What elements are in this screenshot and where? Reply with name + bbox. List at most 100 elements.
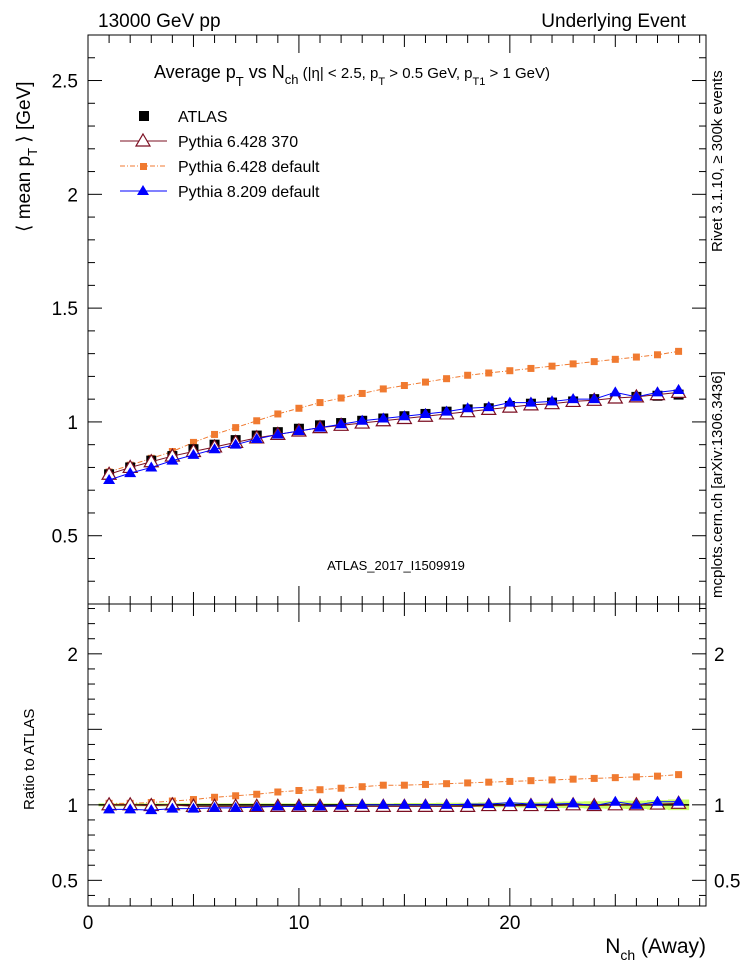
- ratio-plot-frame: [87, 603, 707, 907]
- legend-label-pythia6-default: Pythia 6.428 default: [178, 159, 320, 176]
- point-pythia-6-428-default: [358, 783, 366, 791]
- legend-label-pythia6-370: Pythia 6.428 370: [178, 134, 298, 151]
- point-pythia-6-428-default: [232, 792, 240, 800]
- point-pythia-6-428-default: [274, 788, 282, 796]
- point-pythia-8-209-default: [292, 800, 305, 811]
- point-pythia-8-209-default: [377, 412, 390, 423]
- main-series-group: [101, 347, 687, 484]
- point-pythia-6-428-default: [337, 784, 345, 792]
- ratio-y-tick-label-right: 0.5: [714, 871, 740, 892]
- point-pythia-8-209-default: [630, 390, 643, 401]
- point-pythia-8-209-default: [124, 467, 137, 478]
- point-pythia-6-428-default: [675, 347, 683, 355]
- point-pythia-6-428-default: [675, 771, 683, 779]
- ratio-y-tick-label-right: 2: [714, 645, 725, 666]
- point-pythia-6-428-default: [590, 358, 598, 366]
- point-pythia-8-209-default: [271, 800, 284, 811]
- point-pythia-8-209-default: [524, 396, 537, 407]
- point-pythia-6-428-default: [464, 779, 472, 787]
- point-pythia-6-428-default: [253, 790, 261, 798]
- point-pythia-8-209-default: [187, 448, 200, 459]
- point-pythia-6-428-default: [653, 351, 661, 359]
- plot-title: Average pT vs Nch (|η| < 2.5, pT > 0.5 G…: [154, 62, 550, 89]
- point-pythia-6-428-default: [485, 778, 493, 786]
- side-note-top: Rivet 3.1.10, ≥ 300k events: [709, 70, 726, 252]
- point-pythia-8-209-default: [461, 402, 474, 413]
- point-pythia-8-209-default: [588, 393, 601, 404]
- point-pythia-6-428-default: [379, 781, 387, 789]
- point-pythia-6-428-default: [611, 355, 619, 363]
- ratio-series-group: [101, 771, 687, 815]
- point-pythia-8-209-default: [546, 395, 559, 406]
- point-pythia-8-209-default: [271, 428, 284, 439]
- point-pythia-8-209-default: [208, 801, 221, 812]
- point-pythia-8-209-default: [229, 438, 242, 449]
- main-y-tick-label: 1.5: [52, 299, 78, 320]
- point-pythia-8-209-default: [419, 798, 432, 809]
- point-pythia-8-209-default: [651, 795, 664, 806]
- point-pythia-8-209-default: [440, 405, 453, 416]
- ratio-y-tick-label: 0.5: [52, 871, 78, 892]
- point-pythia-6-428-default: [506, 777, 514, 785]
- point-pythia-8-209-default: [440, 798, 453, 809]
- point-pythia-8-209-default: [567, 393, 580, 404]
- analysis-watermark: ATLAS_2017_I1509919: [327, 558, 465, 573]
- point-pythia-6-428-default: [316, 786, 324, 794]
- point-pythia-6-428-default: [527, 364, 535, 372]
- point-pythia-8-209-default: [103, 473, 116, 484]
- point-pythia-8-209-default: [630, 798, 643, 809]
- point-pythia-8-209-default: [503, 396, 516, 407]
- legend-marker-atlas: [139, 111, 149, 121]
- point-pythia-6-428-default: [464, 371, 472, 379]
- point-pythia-6-428-default: [548, 362, 556, 370]
- point-pythia-6-428-default: [211, 793, 219, 801]
- legend-marker-pythia6-370: [134, 132, 152, 147]
- point-pythia-6-428-370: [607, 389, 624, 404]
- point-pythia-6-428-default: [400, 382, 408, 390]
- point-pythia-8-209-default: [419, 407, 432, 418]
- point-pythia-6-428-default: [527, 777, 535, 785]
- ratio-y-tick-label-right: 1: [714, 796, 725, 817]
- main-y-tick-label: 2.5: [52, 72, 78, 93]
- point-pythia-6-428-default: [421, 780, 429, 788]
- point-pythia-6-428-default: [274, 410, 282, 418]
- legend: ATLAS Pythia 6.428 370 Pythia 6.428 defa…: [120, 109, 320, 201]
- point-pythia-8-209-default: [356, 414, 369, 425]
- point-pythia-8-209-default: [482, 798, 495, 809]
- point-pythia-8-209-default: [588, 799, 601, 810]
- point-pythia-8-209-default: [187, 802, 200, 813]
- point-pythia-6-428-default: [316, 399, 324, 407]
- point-pythia-8-209-default: [335, 799, 348, 810]
- legend-marker-pythia8-default: [137, 185, 149, 195]
- point-pythia-8-209-default: [398, 798, 411, 809]
- series-line-pythia-6-428-default: [108, 350, 679, 473]
- point-pythia-6-428-default: [295, 786, 303, 794]
- point-pythia-8-209-default: [166, 454, 179, 465]
- point-pythia-6-428-default: [611, 774, 619, 782]
- point-pythia-6-428-default: [485, 369, 493, 377]
- point-pythia-6-428-default: [358, 389, 366, 397]
- point-pythia-8-209-default: [292, 425, 305, 436]
- point-pythia-6-428-default: [295, 404, 303, 412]
- point-pythia-8-209-default: [609, 386, 622, 397]
- point-pythia-6-428-default: [337, 394, 345, 402]
- point-pythia-8-209-default: [145, 804, 158, 815]
- point-pythia-8-209-default: [567, 797, 580, 808]
- point-pythia-8-209-default: [314, 421, 327, 432]
- point-pythia-6-428-default: [400, 781, 408, 789]
- header-left: 13000 GeV pp: [98, 11, 221, 32]
- point-pythia-8-209-default: [356, 798, 369, 809]
- legend-label-atlas: ATLAS: [178, 109, 228, 126]
- point-pythia-6-428-default: [232, 424, 240, 432]
- header-right: Underlying Event: [541, 11, 686, 32]
- main-y-tick-label: 0.5: [52, 527, 78, 548]
- point-pythia-8-209-default: [103, 803, 116, 814]
- ratio-y-tick-label: 2: [67, 645, 78, 666]
- point-pythia-8-209-default: [546, 798, 559, 809]
- axis-ticks: 0.511.522.50.5 0.51 12 20 10 20: [52, 34, 740, 934]
- point-pythia-8-209-default: [377, 798, 390, 809]
- point-pythia-8-209-default: [461, 798, 474, 809]
- x-axis-label: Nch (Away): [605, 935, 706, 963]
- main-y-tick-label: 2: [67, 185, 78, 206]
